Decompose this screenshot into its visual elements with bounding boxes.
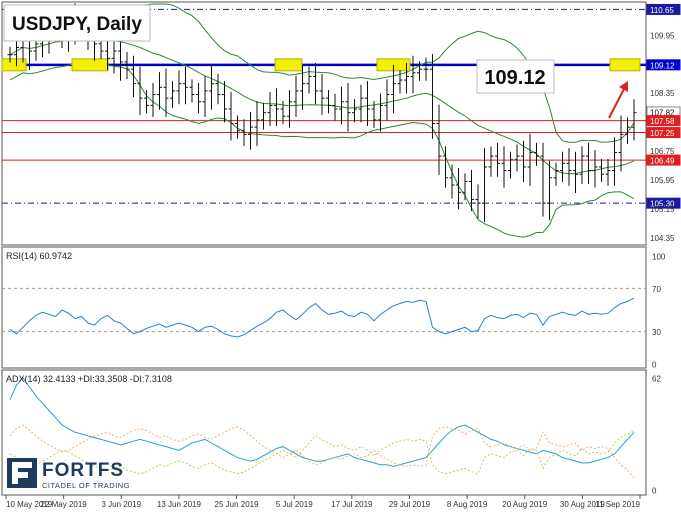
- resistance-touch-highlight-0: [1, 58, 27, 72]
- price-tick-label: 106.49: [650, 157, 675, 166]
- price-label-bg-6: [646, 127, 681, 139]
- rsi-tick-label: 100: [652, 253, 666, 262]
- adx-line: [9, 377, 635, 468]
- rsi-tick-label: 70: [652, 285, 661, 294]
- rsi-line: [9, 297, 635, 338]
- x-tick-label: 8 Aug 2019: [447, 500, 488, 509]
- price-tick-label: 104.35: [650, 234, 675, 243]
- rsi-title: RSI(14) 60.9742: [6, 251, 72, 261]
- price-tick-label: 108.35: [650, 89, 675, 98]
- x-tick-label: 29 Jul 2019: [389, 500, 431, 509]
- resistance-touch-highlight-1: [71, 58, 109, 72]
- price-tick-label: 110.65: [650, 6, 674, 15]
- logo-glyph: [12, 462, 32, 484]
- brand-tagline: CITADEL OF TRADING: [42, 481, 130, 490]
- x-tick-label: 10 May 2019: [6, 500, 53, 509]
- price-tick-label: 107.82: [650, 108, 675, 117]
- rsi-tick-label: 30: [652, 328, 661, 337]
- price-label-bg-5: [646, 115, 681, 127]
- x-tick-label: 20 Aug 2019: [502, 500, 547, 509]
- x-tick-label: 11 Sep 2019: [595, 500, 640, 509]
- price-tick-label: 109.95: [650, 31, 675, 40]
- x-tick-label: 25 Jun 2019: [215, 500, 260, 509]
- price-tick-label: 109.12: [650, 61, 675, 70]
- price-label-bg-8: [646, 154, 681, 166]
- price-tick-label: 106.75: [650, 147, 675, 156]
- adx-tick-label: 0: [652, 487, 657, 496]
- price-tick-label: 107.25: [650, 129, 675, 138]
- x-tick-label: 13 Jun 2019: [157, 500, 202, 509]
- resistance-touch-highlight-2: [274, 58, 303, 72]
- title-box: [3, 4, 151, 42]
- adx-tick-label: 62: [652, 375, 661, 384]
- x-tick-label: 30 Aug 2019: [560, 500, 605, 509]
- price-label-bg-0: [646, 3, 681, 15]
- resistance-touch-highlight-4: [609, 58, 641, 72]
- target-arrow-head: [619, 81, 628, 92]
- target-label-box: [476, 59, 555, 94]
- price-tick-label: 105.15: [650, 205, 675, 214]
- x-tick-label: 22 May 2019: [41, 500, 88, 509]
- chart-title: USDJPY, Daily: [12, 14, 142, 35]
- price-tick-label: 105.30: [650, 200, 675, 209]
- x-tick-label: 17 Jul 2019: [331, 500, 373, 509]
- brand-name: FORTFS: [42, 460, 124, 481]
- price-tick-label: 107.58: [650, 117, 675, 126]
- fortfs-logo: FORTFS CITADEL OF TRADING: [7, 458, 130, 490]
- price-label-bg-2: [646, 59, 681, 71]
- minus-di-line: [9, 424, 635, 478]
- adx-panel: [1, 369, 647, 496]
- adx-title: ADX(14) 32.4133 +DI:33.3508 -DI:7.3108: [6, 374, 172, 384]
- x-tick-label: 5 Jul 2019: [276, 500, 313, 509]
- x-tick-label: 3 Jun 2019: [101, 500, 141, 509]
- rsi-panel: [1, 246, 647, 369]
- target-label: 109.12: [484, 67, 545, 89]
- price-tick-label: 105.95: [650, 176, 675, 185]
- rsi-tick-label: 0: [652, 361, 657, 370]
- target-arrow: [608, 86, 626, 119]
- price-label-bg-10: [646, 197, 681, 209]
- price-panel: [1, 1, 647, 246]
